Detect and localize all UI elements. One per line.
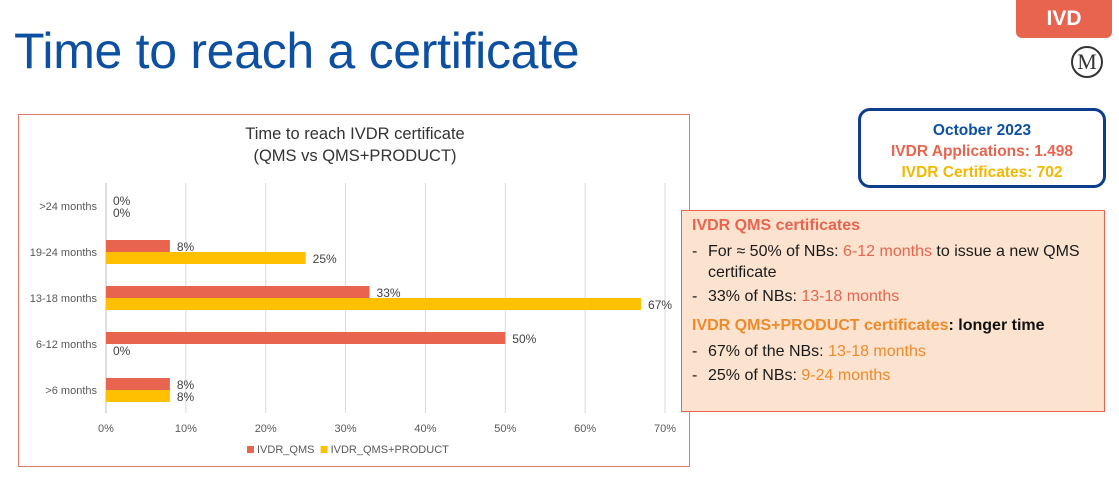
data-label: 0% <box>113 206 131 220</box>
slide-title: Time to reach a certificate <box>14 23 580 79</box>
data-label: 67% <box>648 298 672 312</box>
data-label: 50% <box>512 332 536 346</box>
stats-certificates: IVDR Certificates: 702 <box>901 164 1063 181</box>
x-tick-label: 60% <box>574 423 596 435</box>
data-label: 0% <box>113 344 131 358</box>
y-tick-label: 19-24 months <box>30 247 98 259</box>
chart-subtitle: (QMS vs QMS+PRODUCT) <box>253 147 456 165</box>
data-label: 8% <box>177 378 195 392</box>
bar-product <box>106 298 642 310</box>
qms-item-1: For ≈ 50% of NBs: 6-12 months to issue a… <box>692 241 1094 283</box>
stats-box: October 2023 IVDR Applications: 1.498 IV… <box>858 108 1106 188</box>
info-box: IVDR QMS certificates For ≈ 50% of NBs: … <box>681 210 1105 412</box>
x-tick-label: 0% <box>98 423 114 435</box>
product-header: IVDR QMS+PRODUCT certificates: longer ti… <box>692 317 1094 335</box>
product-item-2: 25% of NBs: 9-24 months <box>692 365 1094 386</box>
legend-label: IVDR_QMS+PRODUCT <box>331 444 450 456</box>
qms-header: IVDR QMS certificates <box>692 217 861 234</box>
product-item-2-text: 25% of NBs: <box>708 367 802 384</box>
legend-swatch <box>320 446 328 453</box>
bar-qms <box>106 286 370 298</box>
product-item-1-text: 67% of the NBs: <box>708 343 829 360</box>
bar-qms <box>106 378 170 390</box>
x-tick-label: 50% <box>494 423 516 435</box>
product-header-tail: : longer time <box>948 317 1045 334</box>
ivd-badge: IVD <box>1016 0 1112 38</box>
x-tick-label: 20% <box>255 423 277 435</box>
bar-chart: Time to reach IVDR certificate (QMS vs QM… <box>30 125 676 456</box>
y-tick-label: >6 months <box>45 385 97 397</box>
data-label: 8% <box>177 240 195 254</box>
x-tick-label: 40% <box>414 423 436 435</box>
qms-item-1-text: For ≈ 50% of NBs: <box>708 243 844 260</box>
m-logo-icon: M <box>1071 46 1103 78</box>
stats-applications: IVDR Applications: 1.498 <box>890 143 1074 160</box>
qms-item-2: 33% of NBs: 13-18 months <box>692 286 1094 307</box>
x-tick-label: 70% <box>654 423 676 435</box>
x-tick-label: 30% <box>335 423 357 435</box>
legend-label: IVDR_QMS <box>257 444 314 456</box>
legend-swatch <box>247 446 254 453</box>
x-tick-label: 10% <box>175 423 197 435</box>
product-item-1: 67% of the NBs: 13-18 months <box>692 341 1094 362</box>
chart-title: Time to reach IVDR certificate <box>245 125 464 143</box>
product-item-2-highlight: 9-24 months <box>801 367 891 384</box>
product-list: 67% of the NBs: 13-18 months 25% of NBs:… <box>692 341 1094 386</box>
bar-qms <box>106 240 170 252</box>
y-tick-label: 13-18 months <box>30 293 98 305</box>
bar-product <box>106 252 306 264</box>
qms-item-2-text: 33% of NBs: <box>708 288 802 305</box>
chart-frame: Time to reach IVDR certificate (QMS vs QM… <box>18 114 690 467</box>
qms-item-1-highlight: 6-12 months <box>843 243 932 260</box>
qms-item-1-tail: to issue a new QMS certificate <box>708 243 1080 281</box>
bar-product <box>106 390 170 402</box>
qms-list: For ≈ 50% of NBs: 6-12 months to issue a… <box>692 241 1094 307</box>
product-item-1-highlight: 13-18 months <box>828 343 926 360</box>
bar-qms <box>106 332 506 344</box>
data-label: 33% <box>377 286 401 300</box>
data-label: 8% <box>177 390 195 404</box>
qms-item-2-highlight: 13-18 months <box>801 288 900 305</box>
data-label: 25% <box>313 252 337 266</box>
product-header-label: IVDR QMS+PRODUCT certificates <box>692 317 949 334</box>
y-tick-label: 6-12 months <box>36 339 98 351</box>
data-label: 0% <box>113 194 131 208</box>
y-tick-label: >24 months <box>39 201 97 213</box>
stats-date: October 2023 <box>932 122 1032 139</box>
